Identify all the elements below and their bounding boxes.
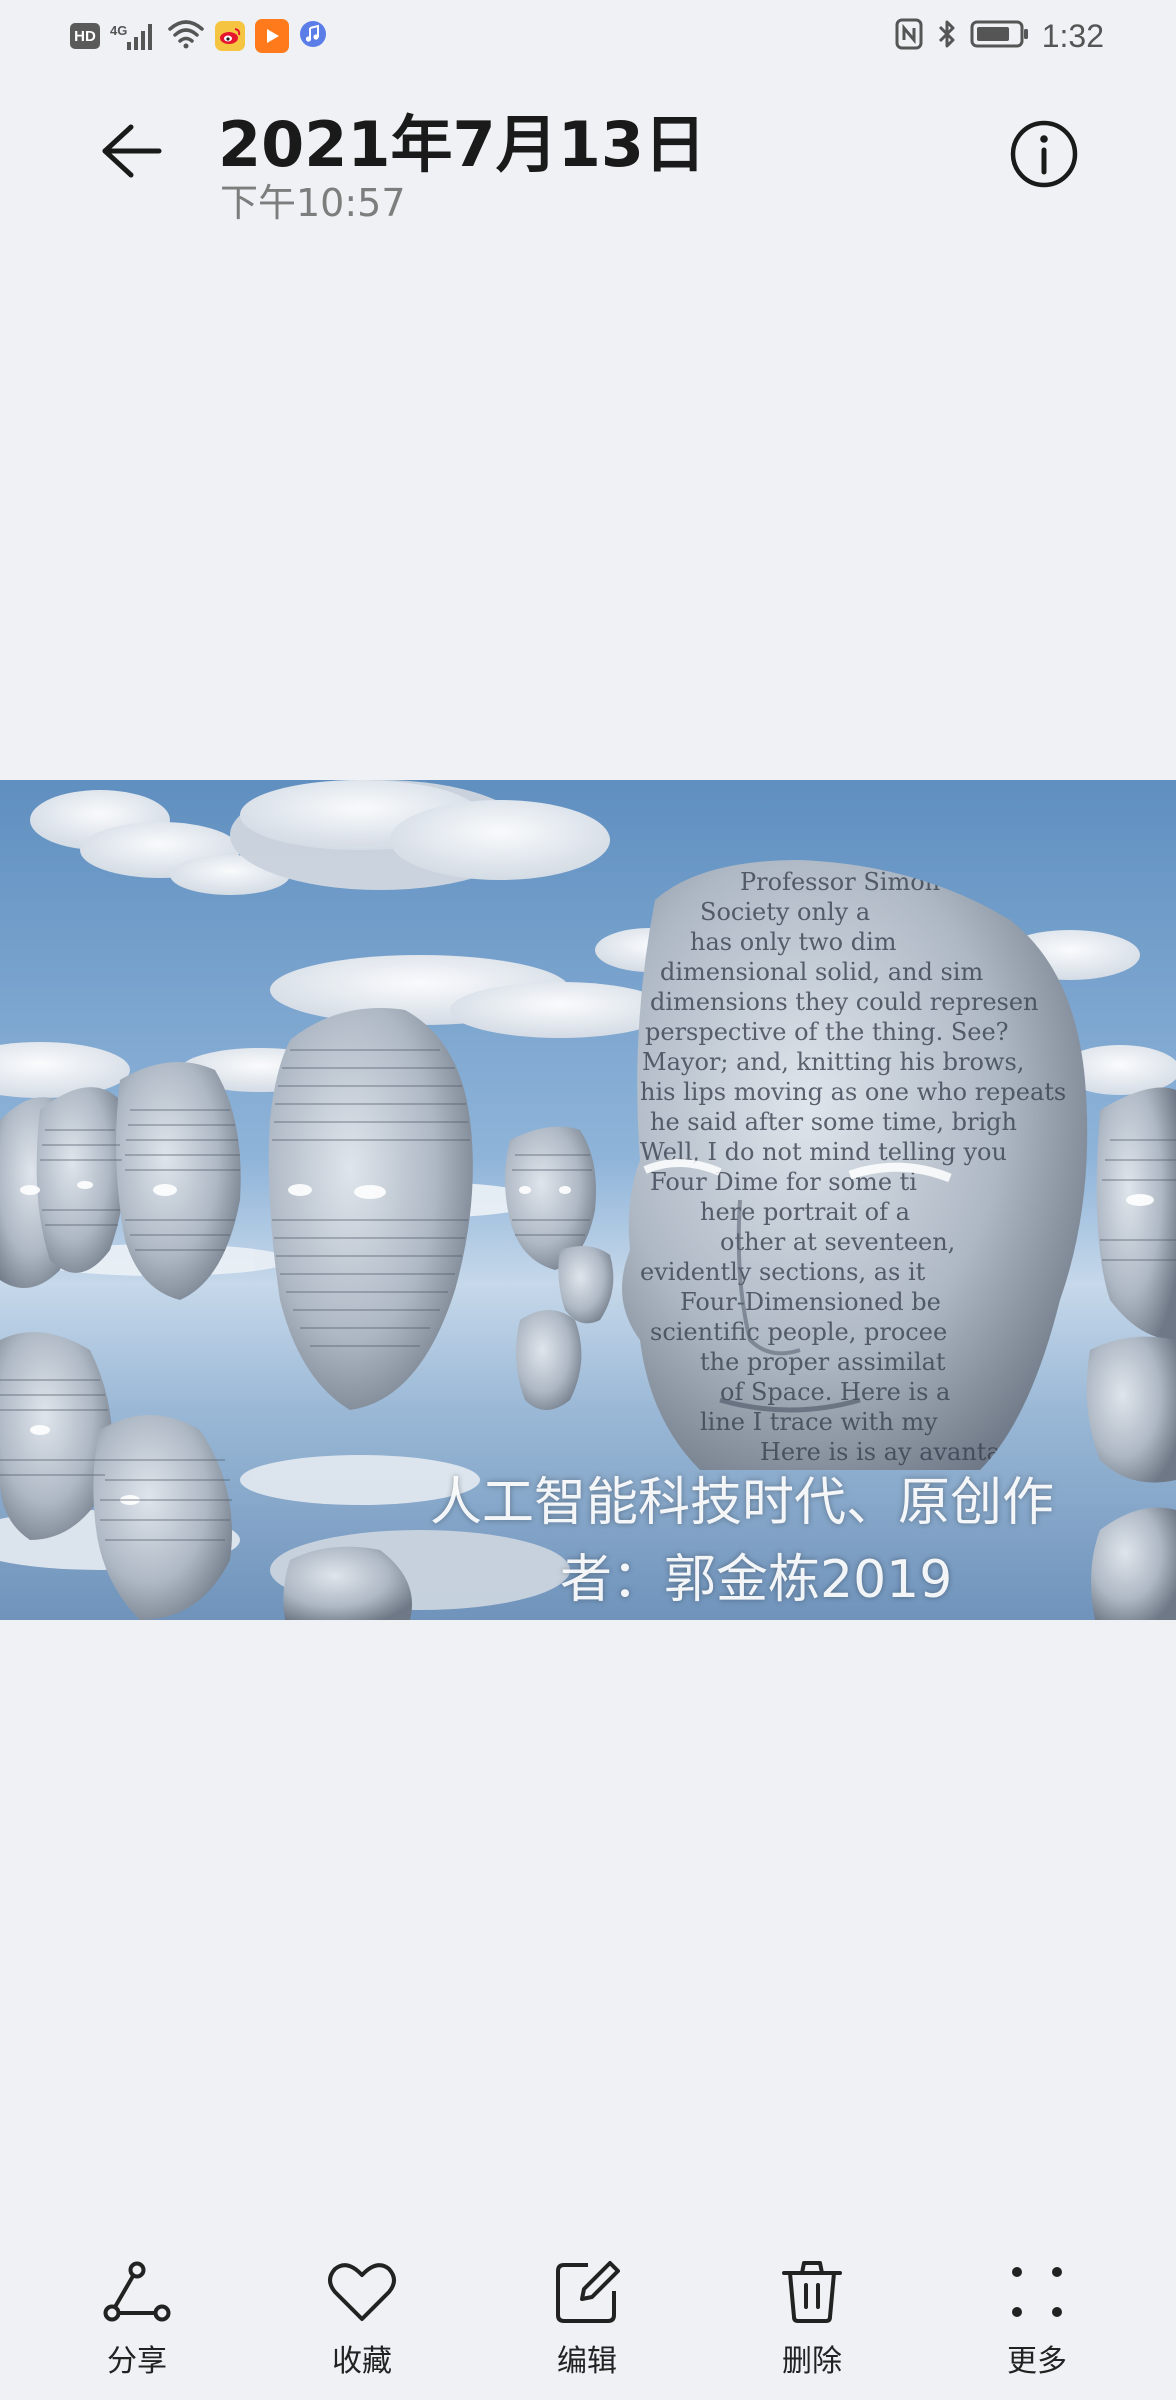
- more-label: 更多: [1007, 2344, 1067, 2379]
- edit-icon: [551, 2256, 623, 2328]
- status-left-group: HD 4G: [70, 18, 327, 54]
- book-line: perspective of the thing. See?: [645, 1018, 1009, 1046]
- book-line: dimensional solid, and sim: [660, 958, 983, 986]
- heart-icon: [326, 2256, 398, 2328]
- wifi-icon: [167, 19, 205, 53]
- large-face: Professor Simon New Society only a has o…: [622, 860, 1088, 1470]
- book-line: of Space. Here is a: [720, 1378, 950, 1406]
- music-app-icon: [299, 20, 327, 52]
- bottom-toolbar: 分享 收藏 编辑: [0, 2240, 1176, 2400]
- share-button[interactable]: 分享: [72, 2256, 202, 2386]
- favorite-label: 收藏: [332, 2344, 392, 2379]
- photo-time: 下午10:57: [220, 181, 406, 225]
- book-line: Mayor; and, knitting his brows,: [642, 1048, 1024, 1076]
- surreal-faces-artwork: Professor Simon New Society only a has o…: [0, 780, 1176, 1620]
- more-icon: [1001, 2256, 1073, 2328]
- delete-label: 删除: [782, 2344, 842, 2379]
- book-line: he said after some time, brigh: [650, 1108, 1017, 1136]
- more-button[interactable]: 更多: [972, 2256, 1102, 2386]
- info-button[interactable]: [1008, 118, 1080, 190]
- page-title: 2021年7月13日: [218, 108, 706, 181]
- book-line: Here is is ay avanta: [760, 1438, 1001, 1466]
- book-line: scientific people, procee: [650, 1318, 947, 1346]
- book-line: line I trace with my: [700, 1408, 938, 1436]
- favorite-button[interactable]: 收藏: [297, 2256, 427, 2386]
- status-bar: HD 4G: [0, 0, 1176, 72]
- book-line: Four-Dimensioned be: [680, 1288, 941, 1316]
- photo-caption-line-2: 者：郭金栋2019: [560, 1550, 953, 1610]
- photo-caption-line-1: 人工智能科技时代、原创作: [430, 1473, 1055, 1533]
- book-line: here portrait of a: [700, 1198, 910, 1226]
- back-button[interactable]: [96, 116, 166, 186]
- book-line: dimensions they could represen: [650, 988, 1039, 1016]
- network-type-label: 4G: [110, 23, 128, 38]
- trash-icon: [776, 2256, 848, 2328]
- edit-label: 编辑: [557, 2344, 617, 2379]
- info-icon: [1010, 120, 1078, 188]
- book-line: Well, I do not mind telling you: [640, 1138, 1007, 1166]
- share-icon: [101, 2256, 173, 2328]
- bluetooth-icon: [936, 18, 958, 54]
- battery-icon: [970, 19, 1030, 53]
- photo-image[interactable]: Professor Simon New Society only a has o…: [0, 780, 1176, 1620]
- header: 2021年7月13日 下午10:57: [0, 72, 1176, 242]
- status-time: 1:32: [1041, 17, 1104, 54]
- book-line: evidently sections, as it: [640, 1258, 926, 1286]
- book-line: the proper assimilat: [700, 1348, 946, 1376]
- signal-icon: 4G: [110, 22, 157, 50]
- weibo-icon: [215, 21, 246, 51]
- back-arrow-icon: [102, 124, 162, 178]
- hd-icon: HD: [70, 23, 100, 49]
- book-line: Society only a: [700, 898, 870, 926]
- status-right-group: 1:32: [894, 18, 1104, 54]
- video-app-icon: [255, 19, 290, 53]
- share-label: 分享: [107, 2344, 167, 2379]
- delete-button[interactable]: 删除: [747, 2256, 877, 2386]
- nfc-icon: [894, 18, 924, 54]
- book-line: other at seventeen,: [720, 1228, 955, 1256]
- small-faces: [0, 1008, 1176, 1620]
- edit-button[interactable]: 编辑: [522, 2256, 652, 2386]
- book-line: his lips moving as one who repeats: [640, 1078, 1066, 1106]
- book-line: has only two dim: [690, 928, 897, 956]
